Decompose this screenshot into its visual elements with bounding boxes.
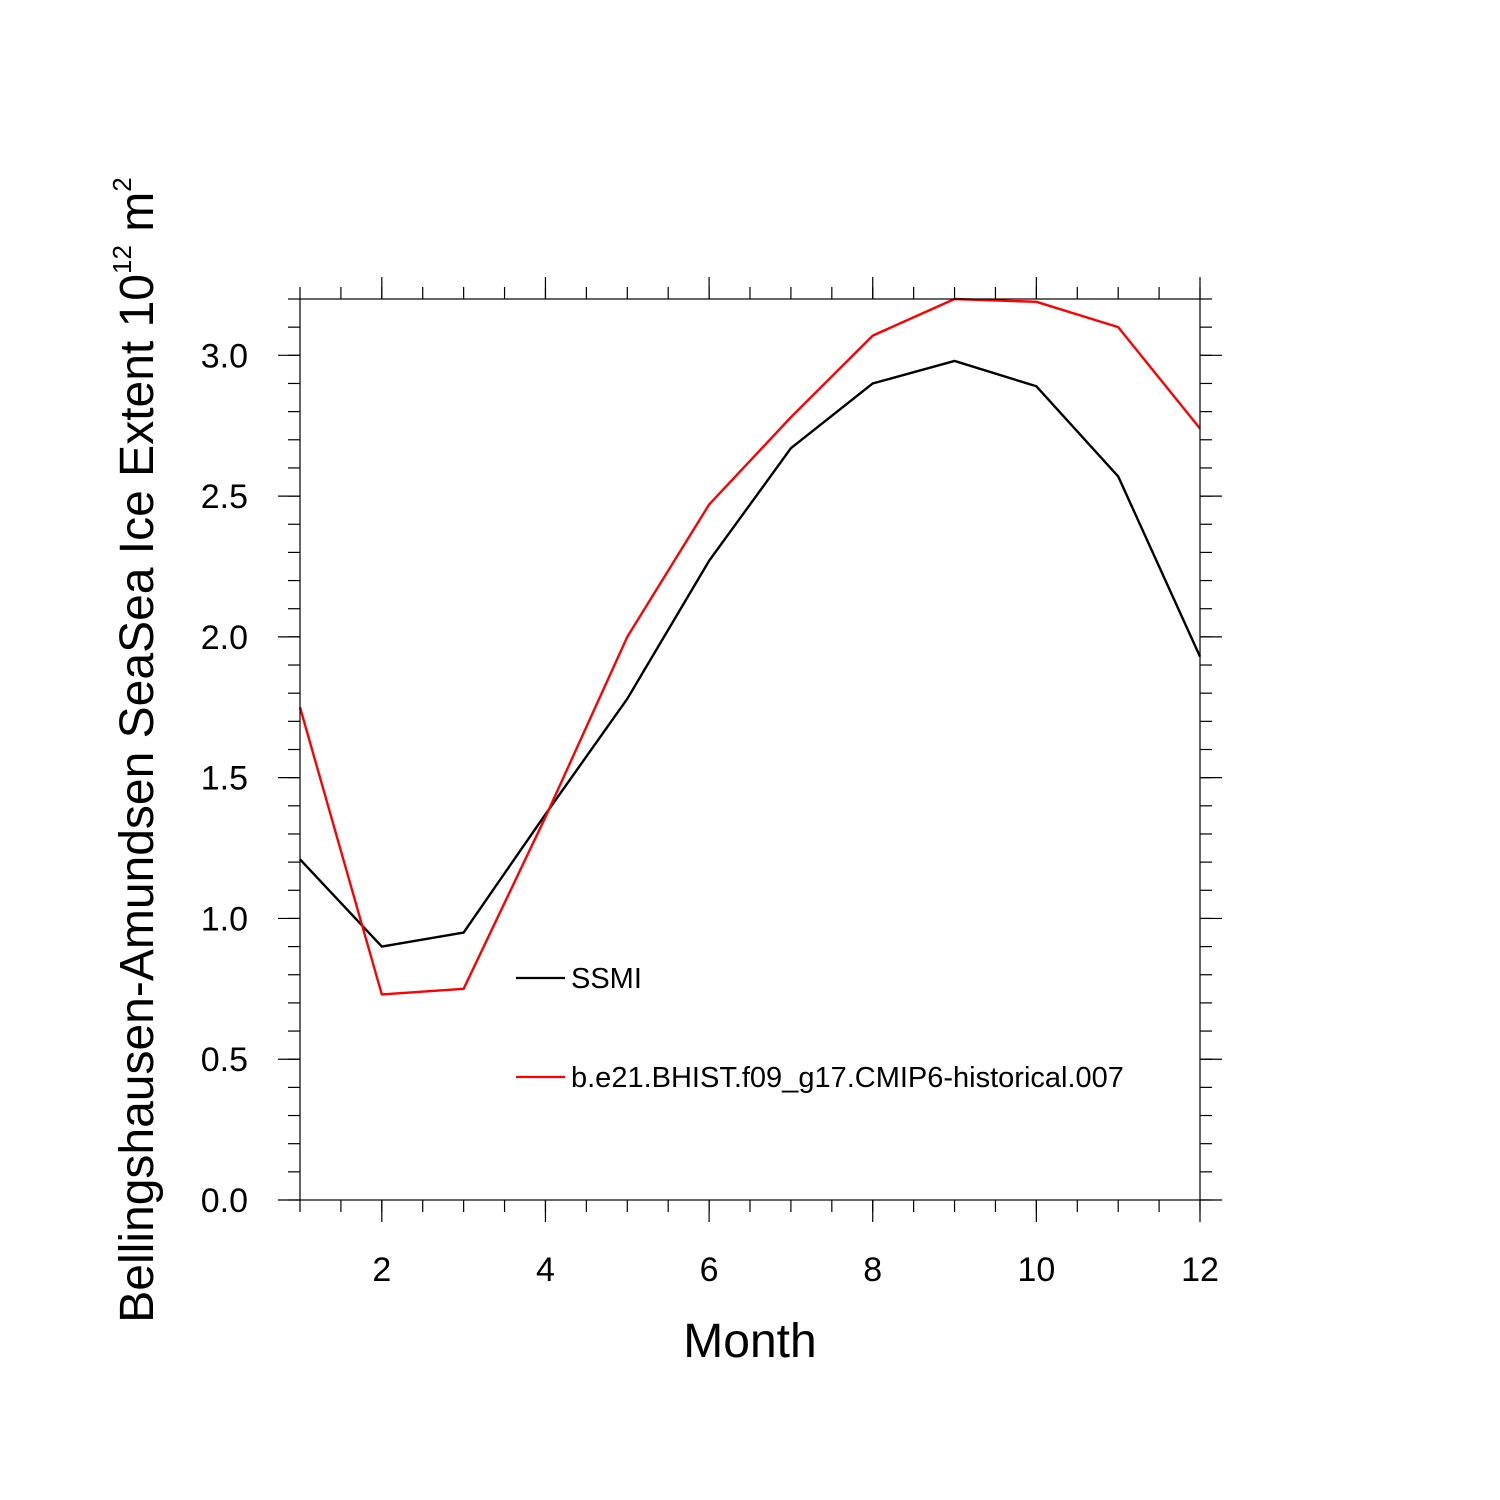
y-axis-title-text: Bellingshausen-Amundsen SeaSea Ice Exten… bbox=[111, 274, 164, 1323]
x-tick-label: 8 bbox=[863, 1251, 882, 1289]
legend-label-ssmi: SSMI bbox=[571, 963, 642, 995]
y-axis-title-exponent: 12 bbox=[107, 245, 137, 274]
x-tick-labels: 2 4 6 8 10 12 bbox=[372, 1251, 1219, 1289]
y-tick-label: 1.0 bbox=[201, 900, 248, 938]
x-tick-label: 12 bbox=[1181, 1251, 1219, 1289]
x-tick-label: 4 bbox=[536, 1251, 555, 1289]
plot-frame bbox=[299, 298, 1201, 1201]
y-tick-label: 1.5 bbox=[201, 760, 248, 798]
y-tick-label: 2.0 bbox=[201, 619, 248, 657]
y-tick-label: 0.5 bbox=[201, 1041, 248, 1079]
series-line-model bbox=[298, 297, 1201, 996]
y-tick-labels: 0.0 0.5 1.0 1.5 2.0 2.5 3.0 bbox=[201, 337, 248, 1220]
x-tick-label: 6 bbox=[700, 1251, 719, 1289]
x-tick-label: 2 bbox=[372, 1251, 391, 1289]
y-tick-label: 2.5 bbox=[201, 478, 248, 516]
legend: SSMI b.e21.BHIST.f09_g17.CMIP6-historica… bbox=[516, 963, 1124, 1094]
x-axis-title: Month bbox=[683, 1315, 816, 1368]
x-tick-label: 10 bbox=[1017, 1251, 1055, 1289]
y-axis-title-unit-exponent: 2 bbox=[107, 177, 137, 191]
y-tick-label: 0.0 bbox=[201, 1182, 248, 1220]
series-line-ssmi bbox=[299, 359, 1202, 948]
y-tick-label: 3.0 bbox=[201, 337, 248, 375]
legend-label-model: b.e21.BHIST.f09_g17.CMIP6-historical.007 bbox=[571, 1062, 1124, 1094]
series-lines bbox=[298, 297, 1202, 996]
y-axis-title-unit: m bbox=[111, 192, 164, 245]
major-ticks bbox=[278, 277, 1222, 1222]
y-axis-title: Bellingshausen-Amundsen SeaSea Ice Exten… bbox=[107, 177, 164, 1322]
